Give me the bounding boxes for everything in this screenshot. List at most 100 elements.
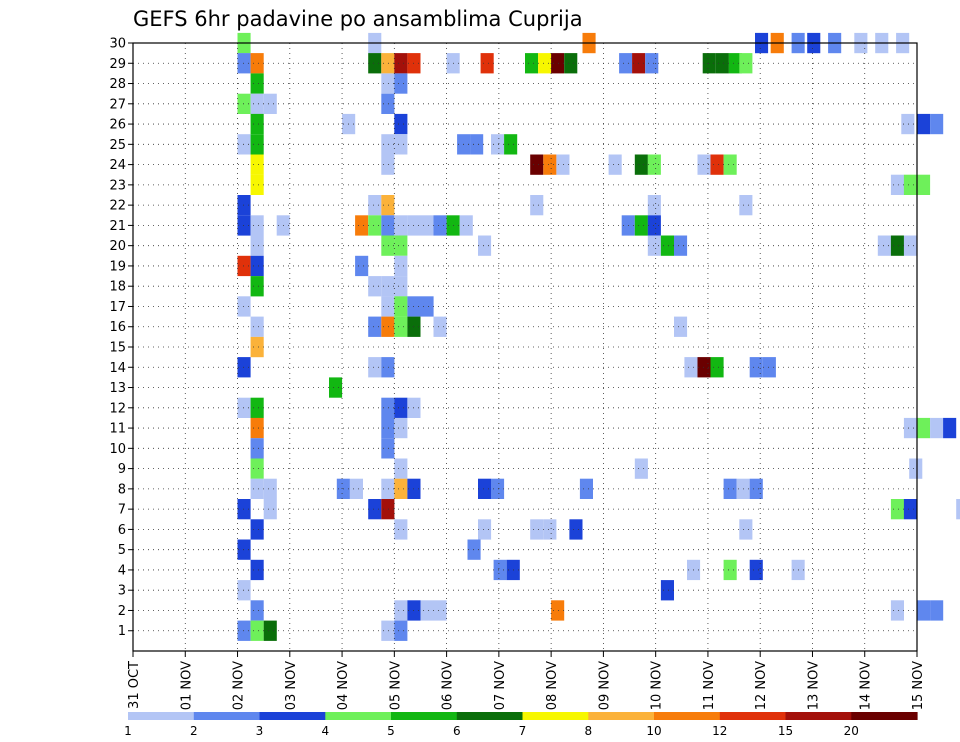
heatmap-cell: [394, 296, 408, 317]
heatmap-cell: [710, 154, 724, 175]
heatmap-cell: [381, 357, 395, 378]
heatmap-cell: [250, 519, 264, 540]
heatmap-cell: [263, 93, 277, 114]
x-tick-label: 05 NOV: [388, 661, 403, 710]
heatmap-cell: [394, 397, 408, 418]
heatmap-cell: [930, 417, 944, 439]
heatmap-cell: [237, 93, 251, 114]
y-tick-label: 4: [118, 563, 126, 578]
colorbar-label: 2: [190, 724, 198, 738]
heatmap-cell: [660, 235, 674, 256]
y-axis-ticks: 1234567891011121314151617181920212223242…: [109, 37, 133, 639]
heatmap-cell: [478, 519, 492, 540]
heatmap-cell: [394, 53, 408, 74]
heatmap-cell: [647, 235, 661, 256]
heatmap-cell: [723, 154, 737, 175]
heatmap-cell: [355, 255, 369, 277]
y-tick-label: 18: [109, 280, 126, 295]
colorbar-label: 3: [256, 724, 264, 738]
heatmap-cell: [381, 478, 395, 499]
heatmap-cell: [749, 357, 763, 378]
heatmap-cell: [368, 357, 382, 378]
x-tick-label: 06 NOV: [441, 661, 456, 710]
heatmap-cell: [478, 478, 492, 499]
chart-title: GEFS 6hr padavine po ansamblima Cuprija: [133, 7, 583, 31]
y-tick-label: 17: [109, 300, 126, 315]
heatmap-cell: [368, 316, 382, 337]
heatmap-cell: [237, 539, 251, 560]
heatmap-cell: [381, 93, 395, 114]
heatmap-cell: [433, 600, 447, 621]
colorbar-swatch: [391, 712, 458, 720]
heatmap-cell: [250, 235, 264, 256]
y-tick-label: 19: [109, 259, 126, 274]
heatmap-cell: [530, 519, 544, 540]
y-tick-label: 6: [118, 523, 126, 538]
heatmap-cell: [634, 458, 648, 479]
heatmap-cell: [420, 215, 434, 236]
x-tick-label: 04 NOV: [336, 661, 351, 710]
y-tick-label: 11: [109, 422, 126, 437]
heatmap-cell: [394, 235, 408, 256]
heatmap-cell: [250, 438, 264, 459]
y-tick-label: 27: [109, 97, 126, 112]
heatmap-cell: [543, 519, 557, 540]
heatmap-cell: [903, 235, 917, 256]
heatmap-cell: [381, 235, 395, 256]
heatmap-cell: [381, 316, 395, 337]
colorbar-label: 1: [124, 724, 132, 738]
heatmap-cell: [329, 377, 343, 398]
heatmap-cell: [394, 620, 408, 641]
heatmap-cell: [909, 458, 923, 479]
x-tick-label: 12 NOV: [754, 661, 769, 710]
heatmap-cell: [608, 154, 622, 175]
heatmap-cell: [556, 154, 570, 175]
colorbar-swatch: [325, 712, 392, 720]
heatmap-cell: [250, 154, 264, 175]
heatmap-cell: [525, 53, 539, 74]
x-tick-label: 08 NOV: [545, 661, 560, 710]
heatmap-cell: [381, 276, 395, 297]
colorbar-swatch: [588, 712, 655, 720]
heatmap-cell: [647, 154, 661, 175]
colorbar-label: 5: [387, 724, 395, 738]
heatmap-cell: [903, 499, 917, 520]
heatmap-cell: [250, 53, 264, 74]
heatmap-cell: [467, 539, 481, 560]
heatmap-cell: [551, 53, 565, 74]
heatmap-cell: [368, 53, 382, 74]
heatmap-cell: [903, 417, 917, 439]
y-tick-label: 29: [109, 57, 126, 72]
heatmap-cell: [381, 620, 395, 641]
heatmap-cell: [480, 53, 494, 74]
heatmap-cell: [381, 134, 395, 155]
y-tick-label: 5: [118, 543, 126, 558]
heatmap-cell: [491, 134, 505, 155]
grid-lines: [132, 42, 918, 651]
heatmap-cell: [394, 417, 408, 439]
heatmap-cells: [237, 32, 960, 641]
x-tick-label: 02 NOV: [232, 661, 247, 710]
heatmap-cell: [890, 235, 904, 256]
heatmap-cell: [381, 154, 395, 175]
heatmap-cell: [263, 620, 277, 641]
heatmap-cell: [250, 458, 264, 479]
colorbar-swatch: [259, 712, 326, 720]
heatmap-cell: [459, 215, 473, 236]
x-tick-label: 14 NOV: [859, 661, 874, 710]
y-tick-label: 1: [118, 624, 126, 639]
colorbar-label: 10: [646, 724, 661, 738]
heatmap-cell: [381, 73, 395, 94]
heatmap-cell: [394, 478, 408, 499]
heatmap-cell: [250, 397, 264, 418]
colorbar-label: 20: [844, 724, 859, 738]
heatmap-cell: [237, 580, 251, 601]
heatmap-cell: [381, 53, 395, 74]
heatmap-cell: [634, 215, 648, 236]
colorbar-label: 4: [321, 724, 329, 738]
heatmap-cell: [237, 195, 251, 216]
colorbar-swatch: [193, 712, 261, 720]
heatmap-cell: [433, 316, 447, 337]
heatmap-cell: [917, 417, 931, 439]
